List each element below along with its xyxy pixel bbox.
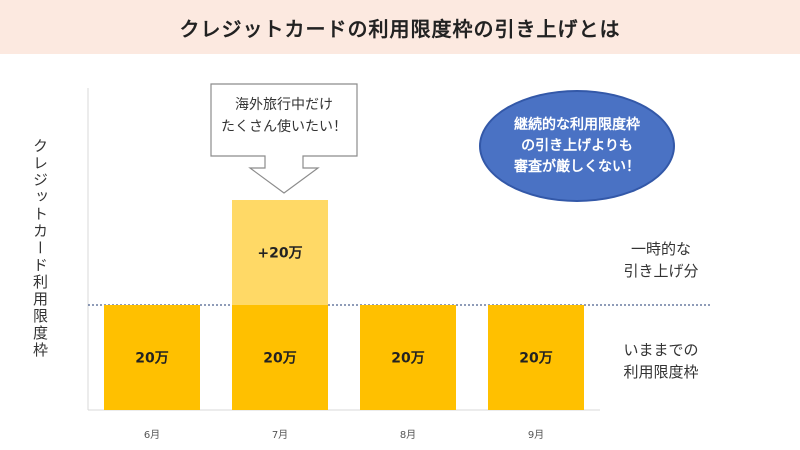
side-label-line: 引き上げ分	[623, 262, 699, 280]
x-tick-label: 6月	[144, 429, 160, 441]
bar-temporary	[232, 200, 328, 305]
bubble-line: 継続的な利用限度枠	[514, 116, 640, 133]
bar-base	[360, 305, 456, 410]
callout-line: たくさん使いたい！	[221, 119, 347, 135]
callout-box: 海外旅行中だけ たくさん使いたい！	[211, 84, 357, 156]
bar-data-label: 20万	[519, 351, 552, 367]
bubble-line: 審査が厳しくない！	[514, 158, 640, 175]
header-banner: クレジットカードの利用限度枠の引き上げとは	[0, 0, 800, 54]
x-tick-label: 7月	[272, 429, 288, 441]
bubble-line: の引き上げよりも	[521, 137, 633, 154]
callout-arrow-shape	[210, 83, 358, 194]
bar-data-label: +20万	[257, 246, 302, 262]
side-label-temporary: 一時的な 引き上げ分	[608, 238, 714, 282]
highlight-bubble: 継続的な利用限度枠 の引き上げよりも 審査が厳しくない！	[479, 90, 675, 202]
callout-line: 海外旅行中だけ	[235, 97, 333, 113]
x-tick-label: 9月	[528, 429, 544, 441]
y-axis-label: クレジットカード利用限度枠	[31, 138, 49, 359]
side-label-line: いままでの	[623, 341, 699, 359]
bar-base	[488, 305, 584, 410]
page-title: クレジットカードの利用限度枠の引き上げとは	[179, 16, 621, 41]
side-label-base: いままでの 利用限度枠	[600, 339, 722, 383]
side-label-line: 利用限度枠	[623, 363, 699, 381]
bar-data-label: 20万	[391, 351, 424, 367]
bar-base	[232, 305, 328, 410]
bar-data-label: 20万	[135, 351, 168, 367]
bar-data-label: 20万	[263, 351, 296, 367]
bar-base	[104, 305, 200, 410]
x-tick-label: 8月	[400, 429, 416, 441]
side-label-line: 一時的な	[630, 240, 691, 258]
